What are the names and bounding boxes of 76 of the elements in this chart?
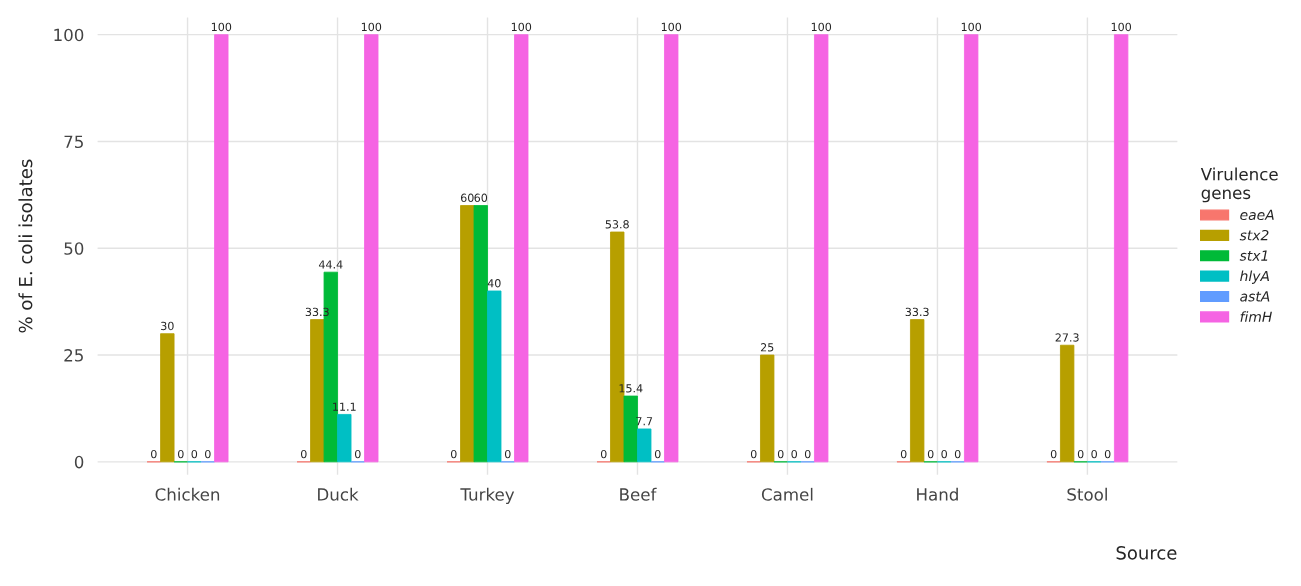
legend-label: eaeA	[1240, 209, 1274, 221]
data-label: 0	[600, 449, 607, 459]
bar	[910, 319, 925, 463]
data-label: 0	[504, 449, 511, 459]
y-axis-title: % of E. coli isolates	[18, 159, 33, 333]
data-label: 0	[1104, 449, 1111, 459]
legend-label: fimH	[1240, 311, 1272, 322]
data-label: 30	[161, 321, 174, 331]
data-label: 0	[954, 449, 961, 459]
data-label: 60	[460, 193, 474, 202]
data-label: 0	[450, 449, 457, 459]
data-label: 100	[511, 22, 532, 32]
data-label: 0	[178, 449, 184, 459]
data-label: 25	[760, 343, 774, 352]
bar	[214, 34, 229, 463]
data-label: 60	[474, 193, 488, 202]
data-label: 0	[1050, 449, 1057, 459]
y-tick-label: 50	[64, 242, 84, 255]
x-tick-label: Stool	[1067, 487, 1107, 501]
data-label: 0	[900, 449, 907, 459]
data-label: 0	[1091, 449, 1097, 459]
x-axis-title: Source	[1116, 545, 1177, 560]
data-label: 100	[961, 22, 982, 32]
bar	[964, 34, 979, 463]
legend-title: Virulence genes	[1200, 167, 1278, 203]
bar	[637, 428, 652, 463]
data-label: 100	[361, 22, 382, 32]
data-label: 0	[151, 449, 157, 459]
bar	[514, 34, 529, 463]
data-label: 0	[927, 449, 934, 459]
data-label: 0	[354, 449, 361, 459]
data-label: 0	[804, 449, 811, 459]
bar	[1060, 344, 1075, 463]
data-label: 100	[661, 22, 682, 32]
x-tick-label: Hand	[917, 487, 958, 501]
bar	[487, 290, 502, 463]
data-label: 53.8	[605, 220, 629, 229]
data-label: 100	[211, 22, 232, 32]
data-label: 0	[205, 449, 211, 459]
x-tick-label: Turkey	[460, 487, 515, 504]
bar	[1113, 34, 1129, 463]
bar	[160, 333, 175, 463]
data-label: 33.3	[905, 307, 929, 317]
data-label: 0	[654, 449, 661, 459]
y-tick-label: 100	[54, 28, 84, 42]
data-label: 100	[1111, 22, 1132, 32]
legend-label: stx1	[1239, 250, 1268, 261]
data-label: 100	[811, 22, 832, 32]
bar	[310, 319, 325, 463]
data-label: 0	[300, 449, 307, 459]
bar	[337, 414, 352, 463]
bar	[460, 205, 475, 463]
x-tick-label: Beef	[620, 487, 657, 501]
bar	[664, 34, 679, 463]
data-label: 0	[941, 449, 947, 459]
x-tick-label: Camel	[761, 487, 813, 501]
data-label: 0	[191, 449, 198, 459]
data-label: 44.4	[318, 260, 343, 269]
data-label: 0	[791, 449, 798, 459]
bar	[364, 34, 379, 463]
bar	[623, 395, 638, 463]
data-label: 0	[750, 449, 757, 459]
data-label: 0	[1077, 449, 1084, 459]
legend-label: astA	[1240, 291, 1270, 302]
bar	[760, 354, 775, 463]
data-label: 0	[777, 449, 784, 459]
x-tick-label: Duck	[318, 487, 359, 501]
data-label: 27.3	[1055, 333, 1079, 342]
y-tick-label: 25	[64, 349, 83, 362]
x-tick-label: Chicken	[155, 487, 220, 501]
bar	[473, 205, 488, 463]
y-tick-label: 0	[74, 455, 84, 469]
legend-label: hlyA	[1240, 270, 1270, 284]
y-tick-label: 75	[64, 135, 83, 149]
bar	[814, 34, 829, 463]
legend-label: stx2	[1239, 229, 1269, 241]
